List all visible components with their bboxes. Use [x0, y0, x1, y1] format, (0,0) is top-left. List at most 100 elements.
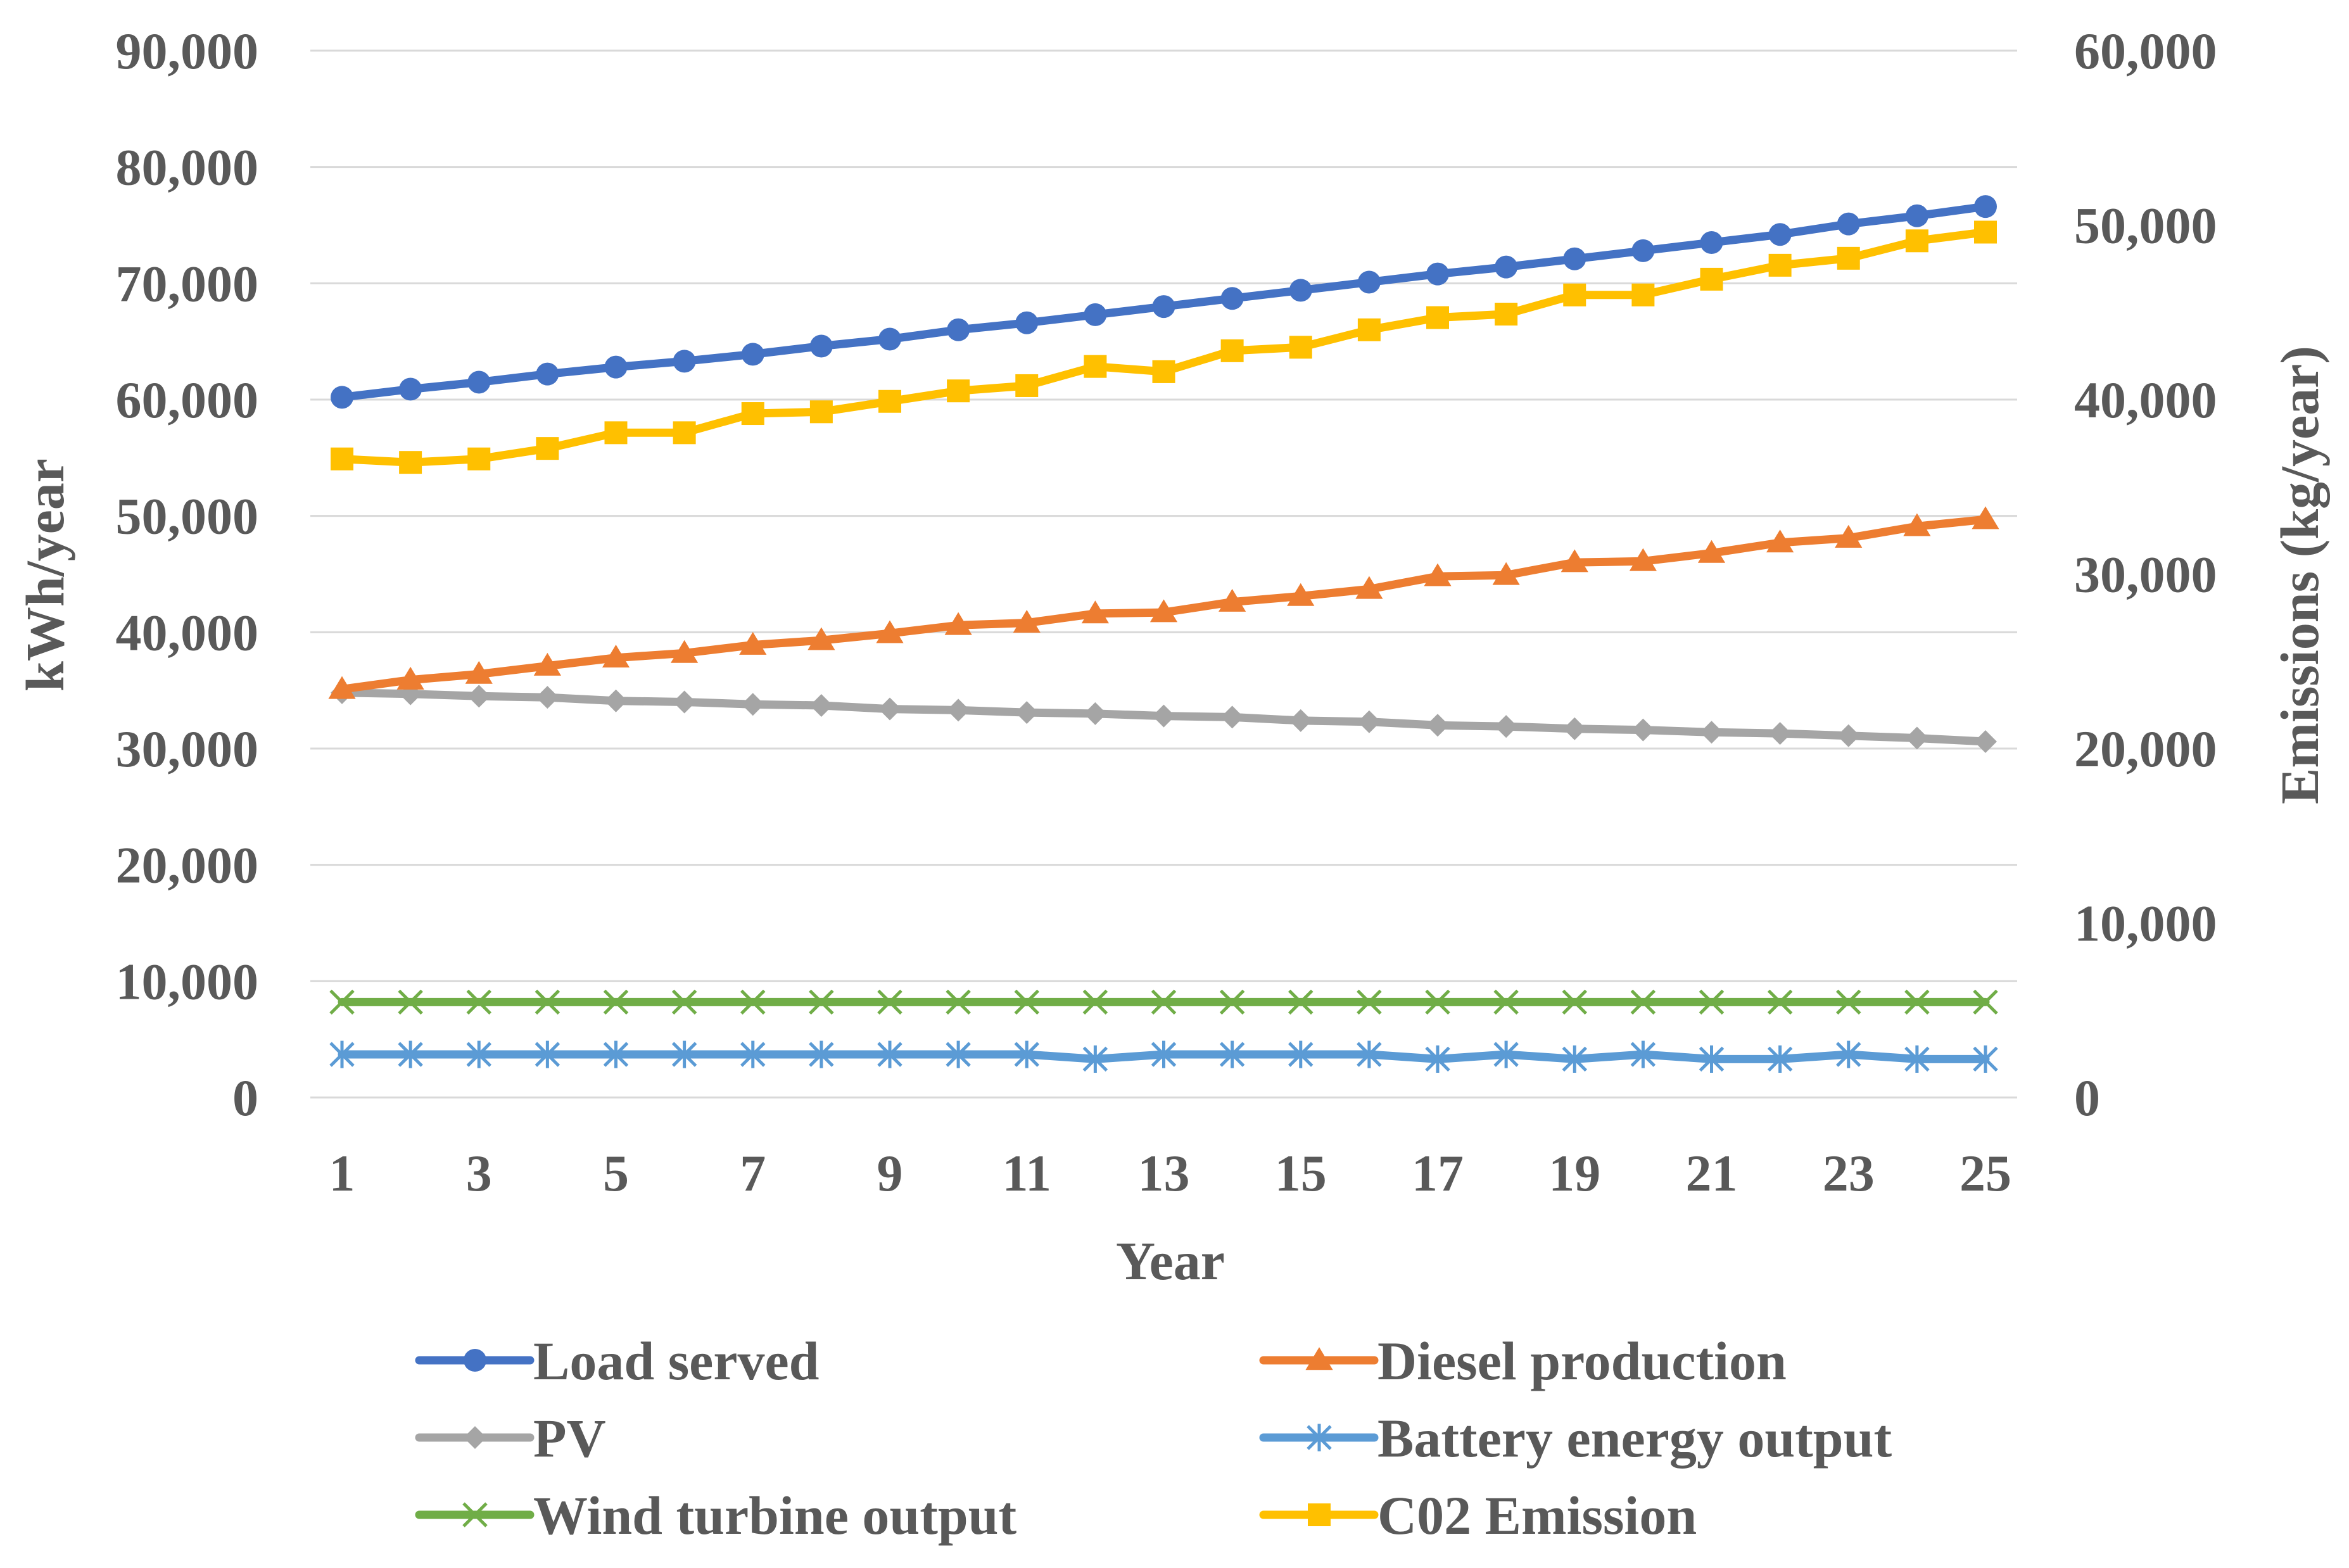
data-point [1426, 714, 1449, 737]
legend-entry: Load served [415, 1331, 820, 1391]
data-point [1904, 1045, 1930, 1073]
y2-tick-label: 30,000 [2074, 546, 2217, 604]
x-axis-ticks: 1 3 5 7 9 11 13 15 17 19 21 23 25 [329, 1144, 2012, 1202]
y-tick-label: 10,000 [116, 952, 259, 1010]
data-point [398, 989, 423, 1015]
x-tick-label: 1 [329, 1144, 355, 1202]
data-point [947, 379, 970, 403]
data-point [878, 389, 901, 413]
data-point [328, 676, 356, 699]
data-point [1767, 989, 1793, 1015]
data-point [1495, 303, 1518, 326]
data-point [462, 1502, 488, 1527]
legend-label: Diesel production [1377, 1331, 1787, 1391]
data-point [1493, 1040, 1519, 1068]
data-point [1837, 724, 1860, 747]
data-point [1219, 588, 1246, 612]
data-point [602, 645, 630, 668]
data-point [1287, 583, 1315, 606]
data-point [1562, 1045, 1588, 1073]
data-point [877, 989, 902, 1015]
data-point [1015, 374, 1039, 397]
data-point [1699, 989, 1725, 1015]
data-point [1699, 1045, 1725, 1073]
data-point [1495, 255, 1518, 279]
data-point [673, 690, 696, 714]
data-point [604, 421, 628, 445]
x-tick-label: 9 [877, 1144, 903, 1202]
data-point [1563, 717, 1586, 740]
data-point [739, 631, 767, 655]
data-point [1219, 1040, 1245, 1068]
x-tick-label: 21 [1686, 1144, 1738, 1202]
data-point [807, 627, 835, 650]
data-point [1561, 549, 1588, 572]
y2-tick-label: 10,000 [2074, 895, 2217, 952]
data-point [1631, 239, 1655, 262]
legend-label: Wind turbine output [533, 1485, 1016, 1546]
x-axis-title: Year [1116, 1230, 1225, 1291]
left-axis-ticks: 0 10,000 20,000 30,000 40,000 50,000 60,000 70,… [116, 22, 259, 1127]
data-point [1082, 1045, 1108, 1073]
data-point [809, 1040, 834, 1068]
y2-tick-label: 60,000 [2074, 22, 2217, 80]
data-point [1697, 540, 1726, 563]
data-point [1563, 247, 1586, 270]
data-point [1289, 336, 1312, 359]
data-point [1631, 283, 1655, 307]
data-point [1974, 730, 1997, 753]
series-load-served [331, 195, 1997, 409]
data-point [329, 1040, 355, 1068]
data-point [1837, 212, 1860, 236]
data-point [1700, 231, 1723, 255]
data-point [331, 447, 353, 471]
data-point [671, 989, 697, 1015]
data-point [1081, 600, 1109, 624]
data-point [1768, 223, 1792, 246]
data-point [1220, 339, 1244, 362]
data-point [671, 640, 699, 663]
data-point [603, 989, 629, 1015]
x-tick-label: 11 [1003, 1144, 1051, 1202]
data-point [1630, 1040, 1656, 1068]
data-point [1288, 1040, 1314, 1068]
data-point [1425, 989, 1450, 1015]
data-point [1835, 524, 1863, 548]
data-point [1357, 318, 1381, 341]
x-tick-label: 13 [1138, 1144, 1190, 1202]
data-point [1766, 529, 1794, 553]
data-point [1305, 1347, 1333, 1370]
data-point [1905, 229, 1928, 253]
data-point [1149, 599, 1178, 623]
data-point [671, 1040, 697, 1068]
data-point [535, 989, 560, 1015]
data-point [1357, 270, 1381, 294]
data-point [1426, 306, 1449, 329]
y-tick-label: 40,000 [116, 604, 259, 661]
y-tick-label: 30,000 [116, 720, 259, 778]
legend-entry: Wind turbine output [415, 1485, 1016, 1546]
legend-entry: Battery energy output [1259, 1408, 1892, 1469]
data-point [946, 1040, 971, 1068]
data-point [1700, 267, 1723, 291]
data-point [1289, 709, 1312, 732]
data-point [603, 1040, 629, 1068]
data-point [1768, 253, 1792, 277]
data-point [809, 694, 833, 718]
data-point [1835, 989, 1861, 1015]
data-point [1219, 989, 1245, 1015]
data-point [1973, 1045, 1998, 1073]
data-point [1425, 1045, 1450, 1073]
data-point [947, 318, 970, 341]
y-tick-label: 80,000 [116, 139, 259, 196]
data-point [1357, 989, 1382, 1015]
data-point [467, 370, 491, 394]
data-point [1152, 295, 1175, 319]
data-point [604, 689, 628, 712]
y-axis-title: kWh/year [15, 458, 75, 692]
gridlines [310, 49, 2017, 1099]
data-point [1151, 989, 1177, 1015]
data-point [1013, 609, 1041, 633]
data-point [466, 1040, 492, 1068]
